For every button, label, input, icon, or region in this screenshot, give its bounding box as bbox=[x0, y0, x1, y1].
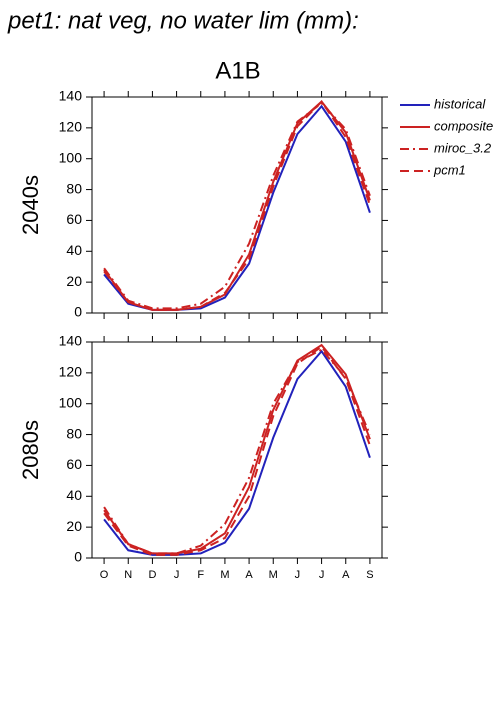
series-line bbox=[103, 349, 371, 556]
x-tick-label: A bbox=[245, 569, 253, 581]
y-tick-label: 140 bbox=[59, 88, 83, 104]
y-tick-label: 40 bbox=[66, 487, 82, 503]
plot-frame bbox=[91, 341, 383, 559]
y-tick-label: 80 bbox=[66, 425, 82, 441]
y-tick-label: 20 bbox=[66, 518, 82, 534]
x-tick-label: A bbox=[342, 569, 350, 581]
x-tick-label: F bbox=[197, 569, 204, 581]
x-tick-label: J bbox=[295, 569, 301, 581]
series-line bbox=[103, 345, 371, 556]
legend-label: miroc_3.2 bbox=[434, 140, 492, 155]
y-tick-label: 0 bbox=[74, 549, 82, 565]
x-tick-label: M bbox=[269, 569, 278, 581]
series-line bbox=[103, 348, 371, 555]
legend-label: pcm1 bbox=[433, 162, 466, 177]
x-tick-label: N bbox=[124, 569, 132, 581]
subtitle: A1B bbox=[215, 57, 260, 84]
series-line bbox=[103, 100, 371, 311]
y-tick-label: 100 bbox=[59, 149, 83, 165]
y-tick-label: 20 bbox=[66, 273, 82, 289]
y-tick-label: 40 bbox=[66, 242, 82, 258]
y-tick-label: 120 bbox=[59, 119, 83, 135]
y-tick-label: 80 bbox=[66, 180, 82, 196]
series-line bbox=[103, 343, 371, 555]
x-tick-label: M bbox=[220, 569, 229, 581]
x-tick-label: S bbox=[366, 569, 373, 581]
y-tick-label: 100 bbox=[59, 394, 83, 410]
x-tick-label: O bbox=[100, 569, 109, 581]
y-tick-label: 0 bbox=[74, 304, 82, 320]
y-tick-label: 60 bbox=[66, 456, 82, 472]
x-tick-label: J bbox=[174, 569, 180, 581]
series-line bbox=[103, 104, 371, 311]
x-tick-label: D bbox=[148, 569, 156, 581]
series-line bbox=[103, 100, 371, 311]
plot-frame bbox=[91, 96, 383, 314]
y-tick-label: 60 bbox=[66, 211, 82, 227]
y-tick-label: 120 bbox=[59, 364, 83, 380]
page-title: pet1: nat veg, no water lim (mm): bbox=[7, 7, 359, 34]
legend-label: historical bbox=[434, 96, 486, 111]
legend-label: composite bbox=[434, 118, 493, 133]
row-label: 2080s bbox=[18, 420, 43, 480]
row-label: 2040s bbox=[18, 175, 43, 235]
y-tick-label: 140 bbox=[59, 333, 83, 349]
x-tick-label: J bbox=[319, 569, 325, 581]
